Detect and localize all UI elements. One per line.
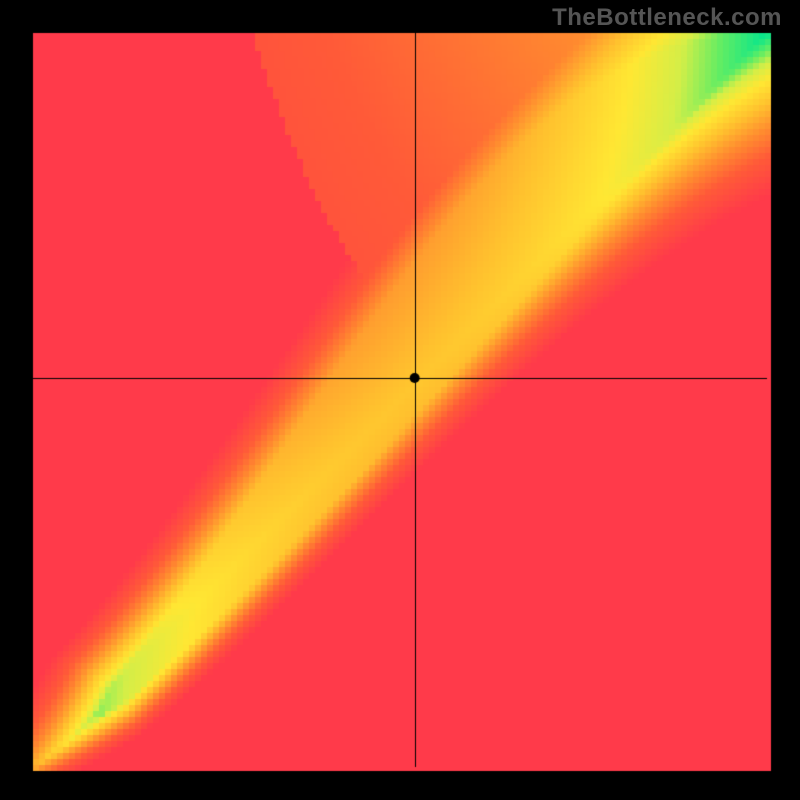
watermark-text: TheBottleneck.com [552,4,782,32]
bottleneck-heatmap [0,0,800,800]
chart-container: TheBottleneck.com [0,0,800,800]
